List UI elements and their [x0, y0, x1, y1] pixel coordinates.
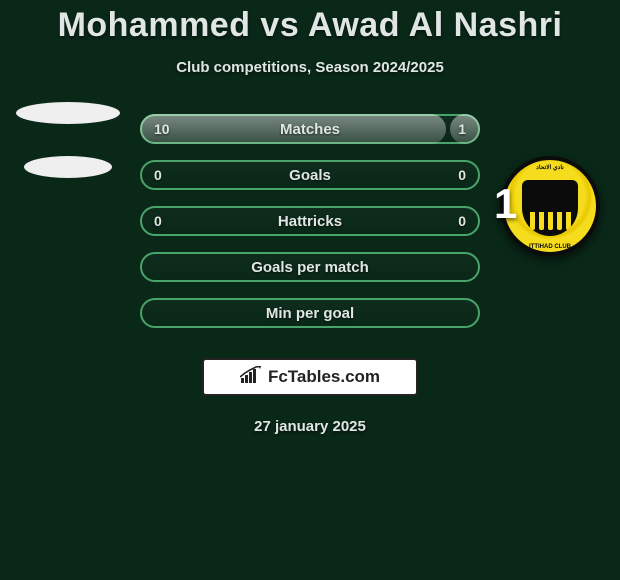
stat-row: 0 Goals 0 [140, 160, 480, 190]
comparison-card: Mohammed vs Awad Al Nashri Club competit… [0, 0, 620, 580]
stat-label: Hattricks [278, 213, 342, 230]
stat-row: 0 Hattricks 0 [140, 206, 480, 236]
brand-chart-icon [240, 366, 262, 389]
stats-area: نادي الاتحاد ITTIHAD CLUB 1 10Matches10G… [0, 114, 620, 354]
stat-row: 10 Matches 1 [140, 114, 480, 144]
stat-label: Goals per match [251, 259, 369, 276]
stat-label: Goals [289, 167, 331, 184]
stat-value-left: 0 [154, 213, 162, 229]
stat-row: Min per goal [140, 298, 480, 328]
avatar-placeholder-icon [16, 102, 120, 124]
avatar-placeholder-icon [24, 156, 112, 178]
date-line: 27 january 2025 [0, 418, 620, 435]
stat-label: Matches [280, 121, 340, 138]
page-subtitle: Club competitions, Season 2024/2025 [0, 59, 620, 76]
club-overlay-number: 1 [494, 180, 517, 228]
club-name-bottom: ITTIHAD CLUB [513, 244, 587, 250]
brand-box[interactable]: FcTables.com [202, 358, 418, 396]
stat-row: Goals per match [140, 252, 480, 282]
player-right-club: نادي الاتحاد ITTIHAD CLUB 1 [500, 156, 610, 266]
page-title: Mohammed vs Awad Al Nashri [0, 6, 620, 45]
stat-value-right: 1 [458, 121, 466, 137]
stat-value-right: 0 [458, 213, 466, 229]
stat-value-left: 0 [154, 167, 162, 183]
player-left-avatar [8, 102, 128, 178]
stat-label: Min per goal [266, 305, 354, 322]
stat-value-right: 0 [458, 167, 466, 183]
stat-value-left: 10 [154, 121, 170, 137]
stat-bars: 10Matches10Goals00Hattricks0Goals per ma… [140, 114, 480, 328]
brand-text: FcTables.com [268, 367, 380, 387]
club-name-top: نادي الاتحاد [518, 164, 582, 178]
